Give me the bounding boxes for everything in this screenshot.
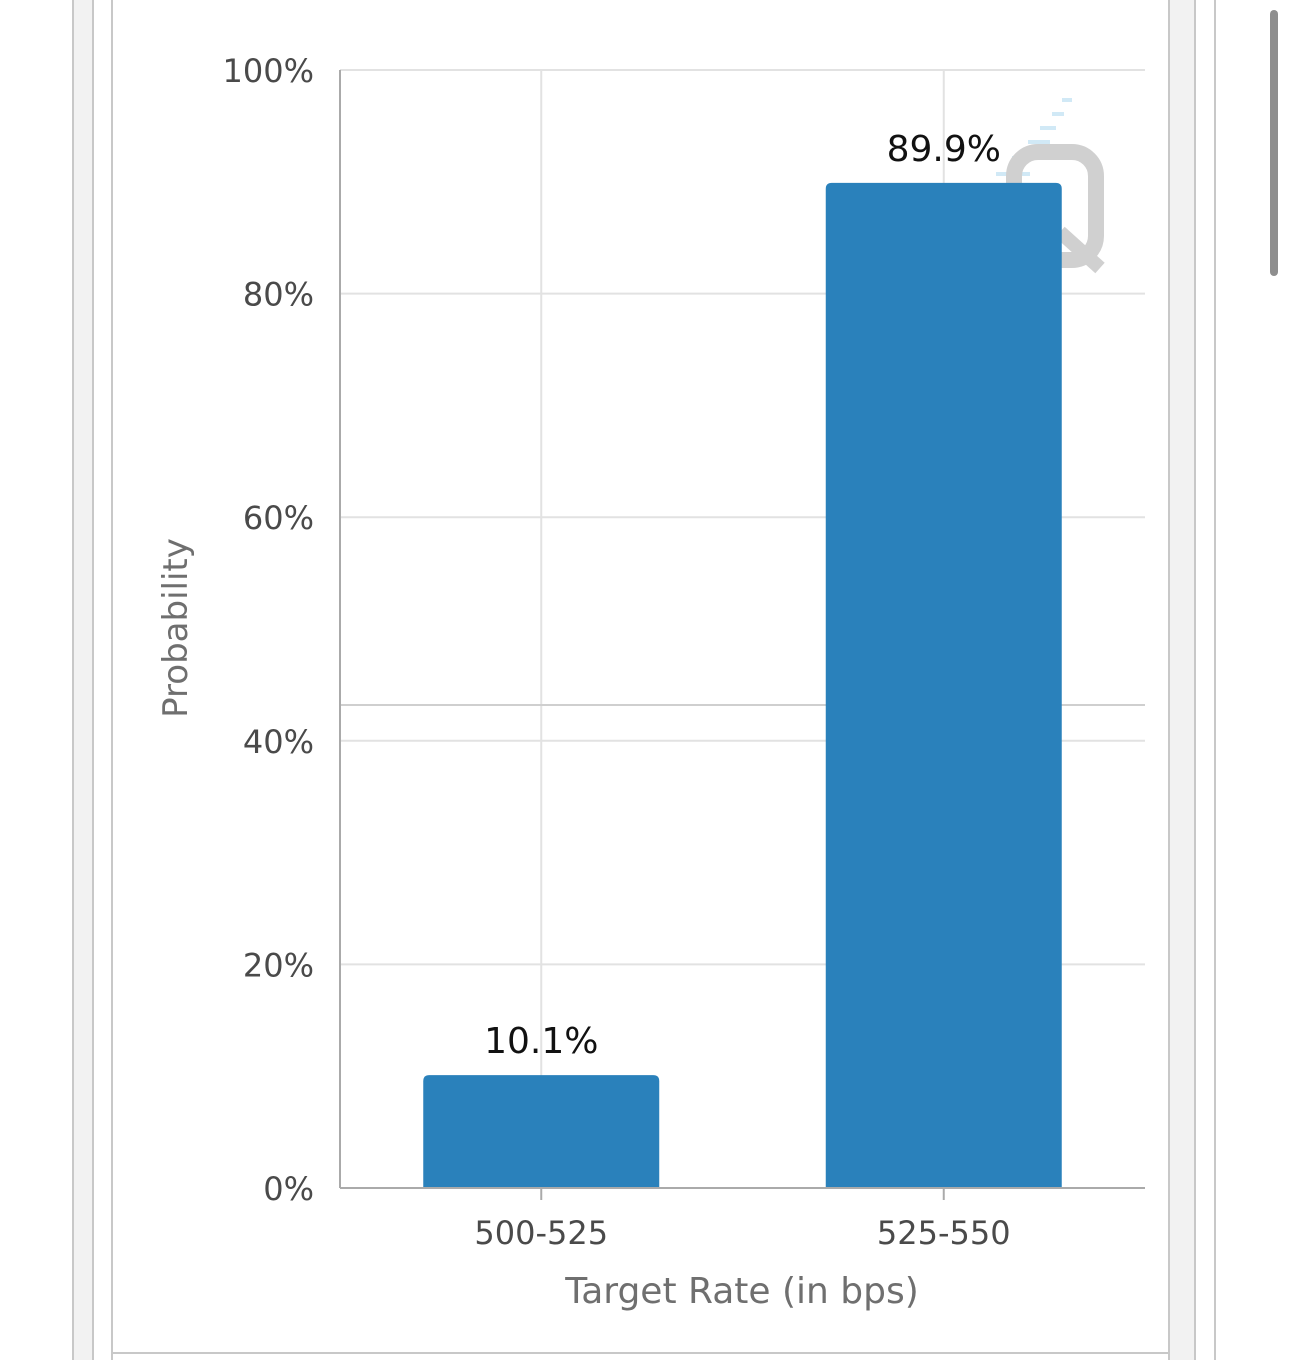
bar-525-550[interactable]: [825, 182, 1062, 1189]
y-tick-label-2: 40%: [243, 723, 314, 761]
y-tick-label-3: 60%: [243, 499, 314, 537]
data-label-525-550: 89.9%: [887, 129, 1001, 170]
y-axis-tick-labels: 0% 20% 40% 60% 80% 100%: [223, 52, 314, 1208]
chart-panel-left-border: [111, 0, 113, 1360]
chart-panel-bottom-border: [111, 1352, 1170, 1354]
container-frame-right-fill: [1170, 0, 1194, 1360]
container-frame-left-inner: [92, 0, 94, 1360]
bars: [423, 182, 1062, 1189]
container-frame-right-outer: [1214, 0, 1216, 1360]
chart-panel-right-border: [1168, 0, 1170, 1360]
y-tick-label-5: 100%: [223, 52, 314, 90]
y-axis-title: Probability: [156, 538, 196, 718]
y-tick-label-4: 80%: [243, 276, 314, 314]
x-axis-tick-labels: 500-525 525-550: [474, 1214, 1010, 1252]
scrollbar-thumb[interactable]: [1270, 10, 1278, 276]
x-tick-label-1: 525-550: [877, 1214, 1011, 1252]
data-labels: 10.1% 89.9%: [484, 129, 1001, 1062]
container-frame-left-fill: [74, 0, 92, 1360]
x-axis-title: Target Rate (in bps): [564, 1271, 919, 1312]
y-tick-label-1: 20%: [243, 946, 314, 984]
container-frame-right-inner: [1194, 0, 1196, 1360]
bar-500-525[interactable]: [423, 1075, 660, 1188]
y-tick-label-0: 0%: [263, 1170, 314, 1208]
x-axis-ticks: [540, 1188, 945, 1200]
data-label-500-525: 10.1%: [484, 1021, 598, 1062]
x-tick-label-0: 500-525: [474, 1214, 608, 1252]
container-frame-left-outer: [72, 0, 74, 1360]
